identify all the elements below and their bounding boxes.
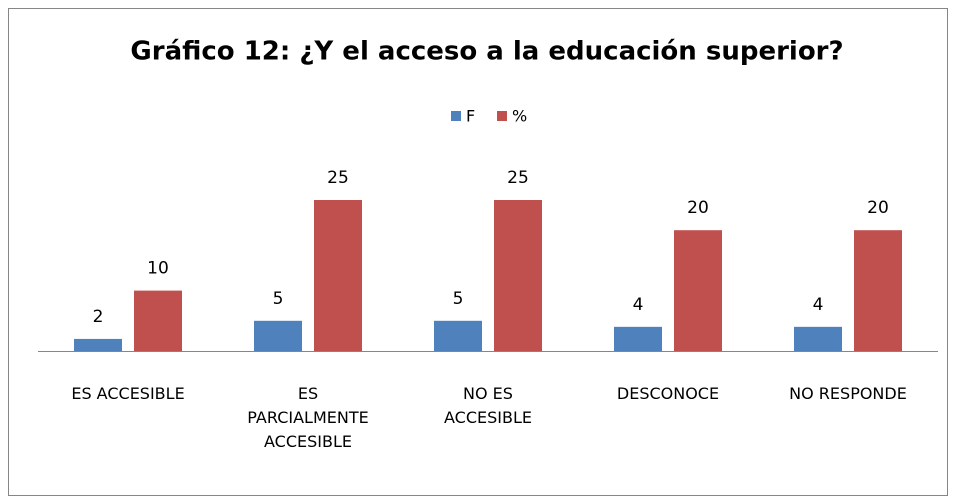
bar [134,290,182,351]
bar [854,230,902,351]
value-label: 25 [507,168,529,188]
legend-label: F [466,107,475,126]
bar [494,200,542,351]
legend-label: % [512,107,527,126]
value-label: 20 [687,198,709,218]
bar [74,338,122,351]
value-label: 5 [273,289,284,309]
x-tick-label: NO RESPONDE [789,384,907,403]
value-label: 20 [867,198,889,218]
value-label: 4 [633,295,644,315]
bar [674,230,722,351]
bar [314,200,362,351]
chart-title: Gráfico 12: ¿Y el acceso a la educación … [130,37,843,67]
bar [254,320,302,351]
value-label: 4 [813,295,824,315]
value-label: 2 [93,307,104,327]
value-label: 5 [453,289,464,309]
value-label: 25 [327,168,349,188]
value-label: 10 [147,259,169,279]
x-tick-label: ES ACCESIBLE [71,384,185,403]
x-tick-label: DESCONOCE [616,384,720,403]
bar [614,326,662,351]
legend-swatch [497,111,507,121]
chart-border [8,8,948,496]
bar [794,326,842,351]
x-tick-label: NO ES ACCESIBLE [444,384,532,427]
x-tick-label: ES PARCIALMENTE ACCESIBLE [247,384,369,451]
bar [434,320,482,351]
legend-swatch [451,111,461,121]
